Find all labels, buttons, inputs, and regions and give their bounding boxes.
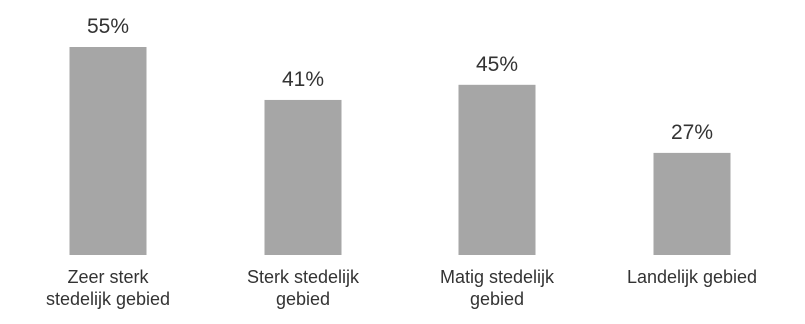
bar-2 [264, 99, 342, 255]
value-label-2: 41% [282, 68, 324, 91]
bar-1 [69, 47, 147, 255]
category-label-4-line-1: Landelijk gebied [627, 267, 757, 287]
category-label-1-line-2: stedelijk gebied [46, 289, 170, 309]
value-label-4: 27% [671, 121, 713, 144]
category-label-3-line-1: Matig stedelijk [440, 267, 555, 287]
category-label-2-line-1: Sterk stedelijk [247, 267, 360, 287]
category-label-1-line-1: Zeer sterk [67, 267, 149, 287]
bar-4 [653, 152, 731, 255]
bars-group [69, 47, 731, 256]
bar-3 [458, 84, 536, 256]
value-label-3: 45% [476, 53, 518, 76]
value-label-1: 55% [87, 15, 129, 38]
value-labels-group: 55% 41% 45% 27% [87, 15, 713, 144]
category-label-2-line-2: gebied [276, 289, 330, 309]
category-label-3-line-2: gebied [470, 289, 524, 309]
